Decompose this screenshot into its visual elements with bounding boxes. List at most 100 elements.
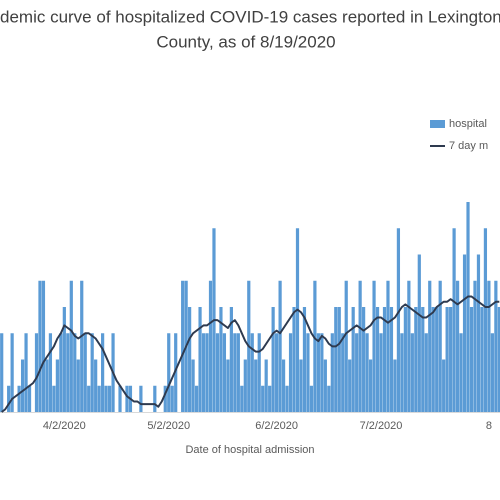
bar [257,333,261,412]
bar [66,333,70,412]
bar [201,333,206,412]
bar [306,333,310,412]
bar [424,333,428,412]
bar [69,280,73,412]
bar [94,359,98,412]
bar [295,228,300,412]
bar [337,307,341,412]
bar [330,333,334,412]
bar [400,333,404,412]
bar [174,333,178,412]
bar [191,359,195,412]
bar [351,307,355,412]
bar [62,307,66,412]
bar [188,307,192,412]
bar [466,202,470,412]
bar [240,385,244,412]
bar [0,333,4,412]
bar [24,333,28,412]
bar [281,359,286,412]
bar [348,359,352,412]
bar [243,359,247,412]
bar [236,333,240,412]
bar [97,385,101,412]
bar [87,385,91,412]
bar [320,333,324,412]
bar [76,359,80,412]
bar [490,333,494,412]
bar [403,307,407,412]
bar [101,333,105,412]
bar [323,359,327,412]
bar [285,385,289,412]
bar [194,385,199,412]
bar [341,333,345,412]
bar [344,280,348,412]
legend-swatch [430,120,445,128]
bar [7,385,11,412]
bar [268,385,272,412]
bar [358,280,362,412]
x-tick-label: 5/2/2020 [147,420,190,432]
bar [167,333,171,412]
bar [261,385,265,412]
x-tick-label: 4/2/2020 [43,420,86,432]
bar [10,333,14,412]
bar [219,307,223,412]
bar [438,280,442,412]
bar [362,307,366,412]
bar [396,228,401,412]
legend-label: 7 day m [449,140,488,152]
bar [365,333,369,412]
bar [292,307,296,412]
bar [407,280,411,412]
bar [153,385,157,412]
bar [382,307,387,412]
bar [480,307,484,412]
bar [459,333,463,412]
bar [327,385,331,412]
bar [375,307,380,412]
bar [125,385,129,412]
bar [449,307,453,412]
bar [302,307,307,412]
bar [476,254,481,412]
bar [417,254,421,412]
bar [38,280,42,412]
bar [73,333,77,412]
bar [368,359,373,412]
bar [275,333,279,412]
bar [45,359,49,412]
bar [389,307,394,412]
chart-title: demic curve of hospitalized COVID-19 cas… [0,7,500,26]
bar [334,307,338,412]
bar [497,307,500,412]
bar [83,333,87,412]
bar [229,307,233,412]
bar [48,333,53,412]
bar [316,333,320,412]
bar [80,280,84,412]
x-tick-label: 8 [486,420,492,432]
bar [428,280,432,412]
bar [107,385,112,412]
bar [104,385,108,412]
bar [288,333,293,412]
bar [452,228,456,412]
bar [313,280,317,412]
bar [309,385,314,412]
bar [215,333,220,412]
bar [473,280,477,412]
legend-label: hospital [449,118,487,130]
bar [170,385,174,412]
x-axis-label: Date of hospital admission [185,444,314,456]
bar [483,228,488,412]
bar [455,280,460,412]
bar [278,280,282,412]
x-tick-label: 6/2/2020 [255,420,298,432]
bar [208,280,213,412]
bar [299,359,303,412]
bar [414,307,418,412]
bar [17,385,21,412]
